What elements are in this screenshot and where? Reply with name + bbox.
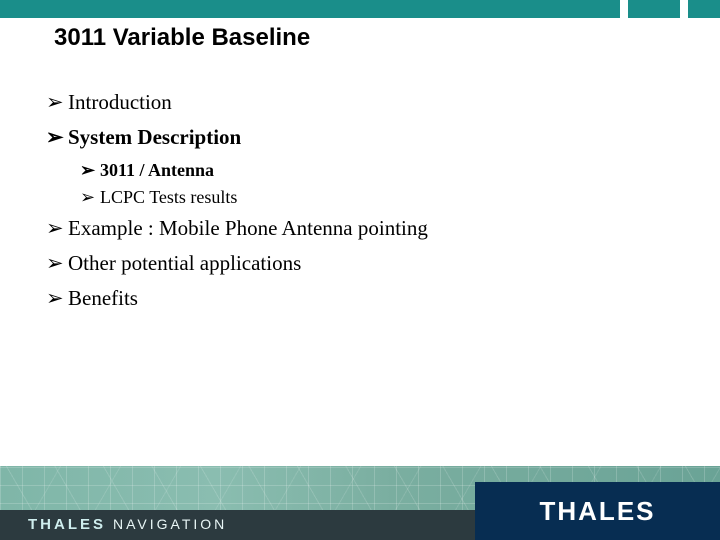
- brand-left-word1: THALES: [28, 516, 106, 533]
- bullet-icon: ➢: [46, 216, 68, 241]
- bullet-list: ➢Introduction ➢System Description ➢3011 …: [46, 82, 646, 321]
- list-item: ➢Benefits: [46, 286, 646, 311]
- slide-title: 3011 Variable Baseline: [54, 24, 310, 52]
- list-item: ➢LCPC Tests results: [80, 187, 646, 208]
- brand-right-box: THALES: [475, 482, 720, 540]
- list-item-text: 3011 / Antenna: [100, 160, 214, 180]
- list-item-text: Introduction: [68, 90, 172, 114]
- bullet-icon: ➢: [80, 160, 100, 181]
- bullet-icon: ➢: [46, 125, 68, 150]
- list-item-text: Example : Mobile Phone Antenna pointing: [68, 216, 428, 240]
- list-item: ➢3011 / Antenna: [80, 160, 646, 181]
- list-item: ➢System Description: [46, 125, 646, 150]
- brand-left-word2: NAVIGATION: [113, 516, 227, 532]
- list-item: ➢Other potential applications: [46, 251, 646, 276]
- brand-left-logo: THALES NAVIGATION: [28, 513, 227, 535]
- bullet-icon: ➢: [46, 90, 68, 115]
- bullet-icon: ➢: [80, 187, 100, 208]
- footer-band: THALES NAVIGATION THALES: [0, 466, 720, 540]
- list-item: ➢Example : Mobile Phone Antenna pointing: [46, 216, 646, 241]
- top-bar-segment: [688, 0, 720, 18]
- list-item-text: LCPC Tests results: [100, 187, 237, 207]
- list-item-text: Benefits: [68, 286, 138, 310]
- list-item-text: System Description: [68, 125, 241, 149]
- top-bar-segment: [628, 0, 680, 18]
- top-bar-segment: [0, 0, 620, 18]
- list-item-text: Other potential applications: [68, 251, 301, 275]
- list-item: ➢Introduction: [46, 90, 646, 115]
- bullet-icon: ➢: [46, 286, 68, 311]
- brand-right-text: THALES: [540, 496, 656, 527]
- bullet-icon: ➢: [46, 251, 68, 276]
- top-bar: [0, 0, 720, 18]
